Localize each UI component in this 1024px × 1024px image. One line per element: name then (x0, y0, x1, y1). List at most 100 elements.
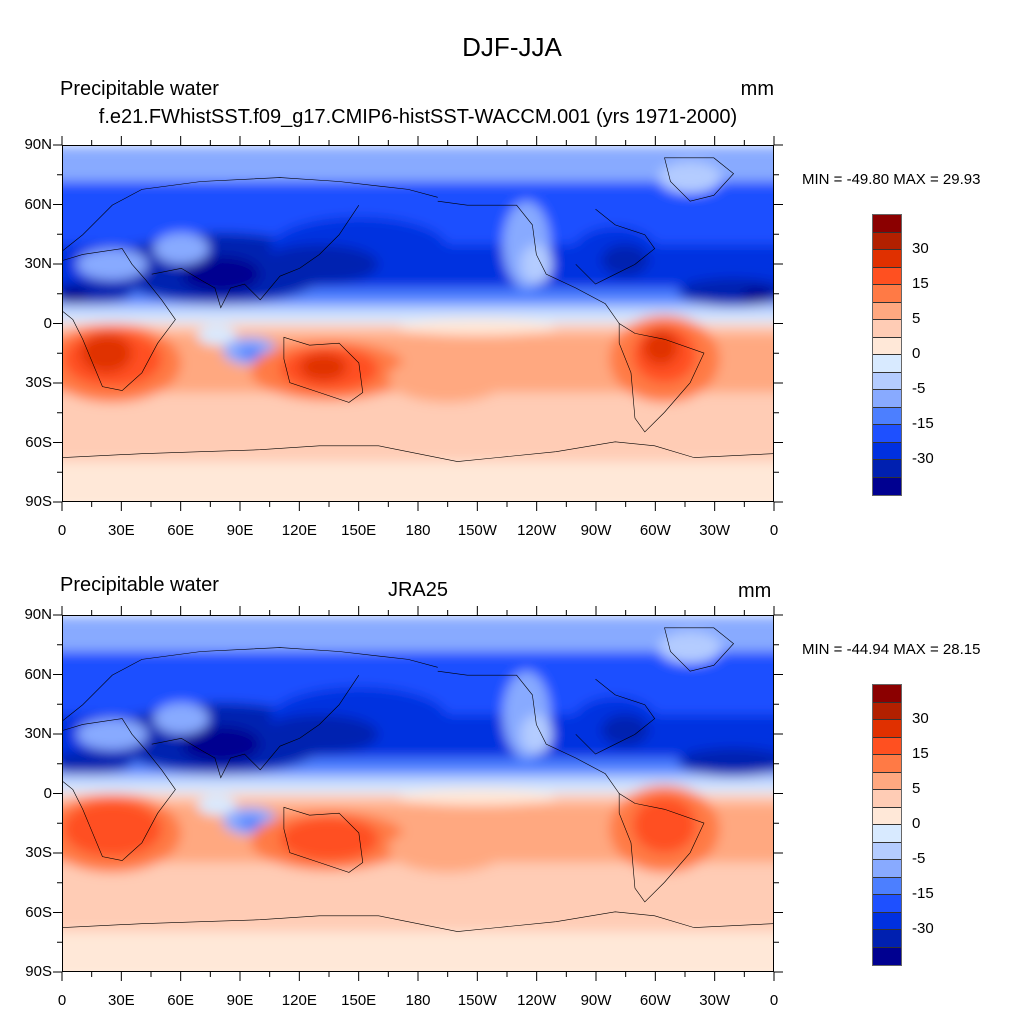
panel-units: mm (740, 78, 774, 100)
figure-title: DJF-JJA (462, 32, 562, 62)
colorbar-swatch (873, 407, 901, 425)
min-max-label: MIN = -49.80 MAX = 29.93 (802, 171, 981, 188)
colorbar-swatch (873, 337, 901, 355)
lon-tick-label: 0 (769, 522, 779, 539)
lat-tick-label: 60N (24, 195, 52, 213)
colorbar-tick-label: 5 (912, 310, 921, 327)
colorbar-swatch (873, 842, 901, 860)
colorbar-tick-label: 0 (912, 345, 921, 362)
lon-tick-label: 0 (769, 992, 779, 1009)
lon-tick-label: 120E (281, 992, 317, 1009)
lat-tick-label: 90S (25, 963, 52, 980)
colorbar-swatch (873, 895, 901, 913)
lon-tick-label: 0 (57, 522, 67, 539)
lon-tick-label: 180 (405, 992, 431, 1009)
lat-tick-label: 30S (25, 374, 52, 391)
lon-tick-label: 60E (167, 992, 195, 1009)
lon-tick-label: 90E (226, 992, 254, 1009)
panel-center-title: f.e21.FWhistSST.f09_g17.CMIP6-histSST-WA… (98, 106, 738, 128)
lon-tick-label: 30W (699, 992, 731, 1009)
colorbar-swatch (873, 390, 901, 408)
panel-units: mm (738, 580, 772, 602)
map-plot (62, 615, 774, 972)
colorbar-swatch (873, 912, 901, 930)
contour-field (63, 616, 773, 971)
lat-tick-label: 90N (24, 136, 52, 153)
colorbar-tick-label: 30 (912, 710, 929, 727)
colorbar-tick-label: 5 (912, 780, 921, 797)
lat-tick-label: 0 (43, 314, 52, 332)
lon-tick-label: 150W (457, 522, 497, 539)
lon-tick-label: 30W (699, 522, 731, 539)
colorbar-tick-label: 30 (912, 240, 929, 257)
colorbar-swatch (873, 737, 901, 755)
colorbar-swatch (873, 685, 901, 703)
lat-tick-label: 90S (25, 493, 52, 510)
colorbar-swatch (873, 477, 901, 495)
colorbar-tick-label: -15 (912, 415, 934, 432)
panel-model: Precipitable water mm f.e21.FWhistSST.f0… (24, 78, 981, 539)
colorbar-swatch (873, 860, 901, 878)
colorbar-swatch (873, 320, 901, 338)
colorbar-swatch (873, 267, 901, 285)
panel-center-title: JRA25 (387, 579, 449, 601)
colorbar-swatch (873, 930, 901, 948)
lon-tick-label: 150E (341, 992, 377, 1009)
lon-tick-label: 120E (281, 522, 317, 539)
lat-tick-label: 0 (43, 784, 52, 802)
lon-tick-label: 0 (57, 992, 67, 1009)
colorbar-swatch (873, 425, 901, 443)
lon-tick-label: 90W (580, 522, 612, 539)
colorbar-swatch (873, 460, 901, 478)
colorbar-swatch (873, 790, 901, 808)
colorbar-tick-label: -30 (912, 920, 934, 937)
colorbar-swatch (873, 947, 901, 965)
colorbar-swatch (873, 755, 901, 773)
lat-tick-label: 60S (25, 903, 52, 921)
colorbar-swatch (873, 285, 901, 303)
colorbar-tick-label: -15 (912, 885, 934, 902)
colorbar-swatch (873, 372, 901, 390)
lat-tick-label: 30S (25, 844, 52, 861)
lat-tick-label: 60S (25, 433, 52, 451)
colorbar-swatch (873, 302, 901, 320)
lon-tick-label: 30E (107, 992, 135, 1009)
lon-tick-label: 60W (639, 992, 671, 1009)
lon-tick-label: 120W (517, 522, 557, 539)
lon-tick-label: 120W (517, 992, 557, 1009)
colorbar-swatch (873, 720, 901, 738)
colorbar-swatch (873, 442, 901, 460)
colorbar-tick-label: -5 (912, 850, 926, 867)
colorbar-tick-label: -30 (912, 450, 934, 467)
colorbar-swatch (873, 807, 901, 825)
colorbar-tick-label: 0 (912, 815, 921, 832)
lon-tick-label: 90E (226, 522, 254, 539)
colorbar-swatch (873, 250, 901, 268)
colorbar-tick-label: 15 (912, 275, 929, 292)
colorbar (872, 214, 902, 496)
lon-tick-label: 150W (457, 992, 497, 1009)
lon-tick-label: 60E (167, 522, 195, 539)
colorbar-swatch (873, 772, 901, 790)
colorbar-swatch (873, 215, 901, 233)
lat-tick-label: 30N (24, 255, 52, 272)
colorbar-swatch (873, 877, 901, 895)
lon-tick-label: 150E (341, 522, 377, 539)
colorbar (872, 684, 902, 966)
colorbar-swatch (873, 355, 901, 373)
panel-left-title: Precipitable water (60, 78, 219, 100)
colorbar-swatch (873, 232, 901, 250)
min-max-label: MIN = -44.94 MAX = 28.15 (802, 641, 981, 658)
colorbar-tick-label: -5 (912, 380, 926, 397)
colorbar-swatch (873, 702, 901, 720)
lat-tick-label: 90N (24, 606, 52, 623)
panel-left-title: Precipitable water (60, 574, 219, 596)
lon-tick-label: 60W (639, 522, 671, 539)
lat-tick-label: 30N (24, 725, 52, 742)
lat-tick-label: 60N (24, 665, 52, 683)
colorbar-swatch (873, 825, 901, 843)
lon-tick-label: 180 (405, 522, 431, 539)
lon-tick-label: 90W (580, 992, 612, 1009)
lon-tick-label: 30E (107, 522, 135, 539)
